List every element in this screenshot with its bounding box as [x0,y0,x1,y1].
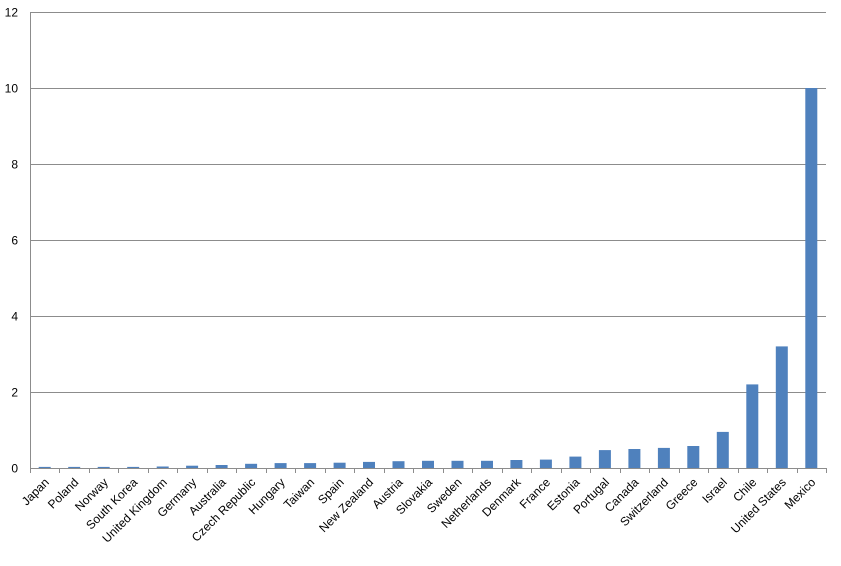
y-tick-label: 6 [11,234,18,248]
bar-mexico [805,88,818,468]
bar-chile [746,384,759,468]
bar-czech-republic [245,463,258,468]
y-tick-label: 4 [11,310,18,324]
bar-netherlands [481,460,493,468]
bar-south-korea [127,466,140,468]
bar-france [539,459,552,468]
gridlines [30,12,826,393]
bar-spain [333,462,346,468]
bar-japan [38,466,51,468]
bar-estonia [569,456,582,468]
bar-united-states [775,346,788,468]
bar-sweden [451,460,464,468]
bar-new-zealand [363,461,375,468]
x-tick-label: Israel [699,475,730,506]
y-tick-labels: 0 2 4 6 8 10 12 [5,6,19,476]
y-tick-label: 10 [5,82,19,96]
bar-poland [68,466,81,468]
y-tick-label: 2 [11,386,18,400]
y-tick-label: 0 [11,462,18,476]
bar-greece [687,446,700,468]
x-tick-label: Taiwan [281,475,317,511]
bar-germany [186,465,199,468]
bars [38,88,818,468]
y-tick-label: 8 [11,158,18,172]
bar-australia [215,465,228,468]
bar-denmark [510,460,523,468]
x-tick-label: Greece [663,475,701,513]
bar-canada [628,449,641,468]
axes [30,12,827,473]
bar-portugal [598,450,611,468]
bar-switzerland [657,447,670,468]
bar-austria [392,461,405,468]
bar-norway [97,466,110,468]
x-tick-label: Mexico [782,475,819,512]
bar-hungary [274,463,287,468]
bar-israel [716,431,729,468]
bar-united-kingdom [156,466,169,468]
y-tick-label: 12 [5,6,19,20]
bar-taiwan [304,463,317,468]
bar-slovakia [422,460,434,468]
